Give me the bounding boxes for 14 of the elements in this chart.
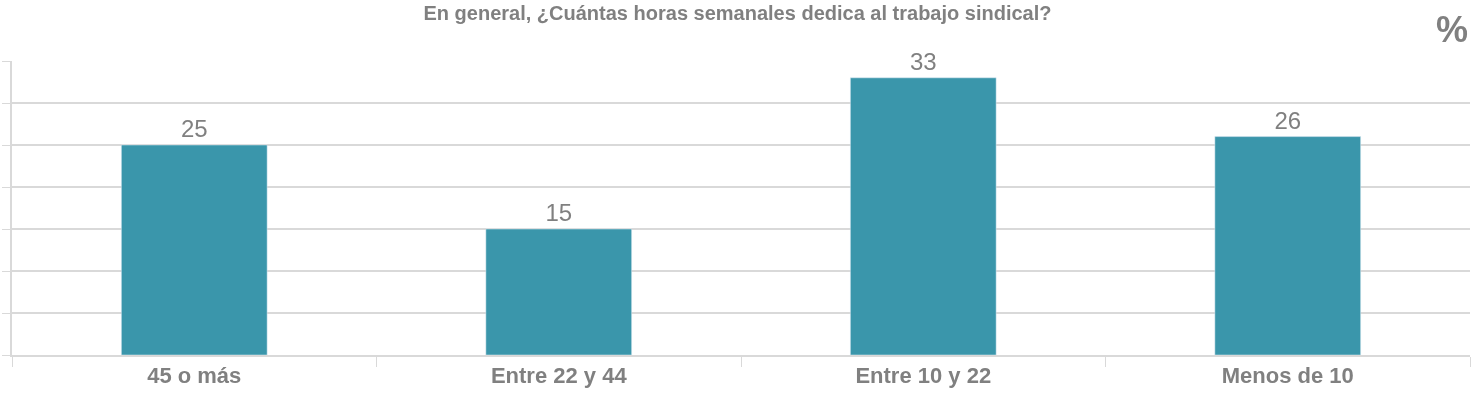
x-tick-label: Entre 22 y 44: [490, 363, 628, 389]
data-label: 15: [545, 199, 573, 226]
bar: [1214, 136, 1361, 355]
x-tick-label: 45 o más: [147, 363, 242, 389]
bar: [850, 77, 997, 355]
x-tick-label: Entre 10 y 22: [855, 363, 992, 389]
y-axis-title: %: [1436, 9, 1469, 50]
bar: [485, 228, 632, 355]
x-tick-label: Menos de 10: [1221, 363, 1354, 389]
chart-title: En general, ¿Cuántas horas semanales dedica al trabajo sindical?: [423, 2, 1052, 25]
data-label: 25: [180, 115, 208, 142]
data-label: 33: [909, 47, 937, 75]
data-label: 26: [1274, 106, 1302, 134]
bar: [121, 144, 268, 355]
